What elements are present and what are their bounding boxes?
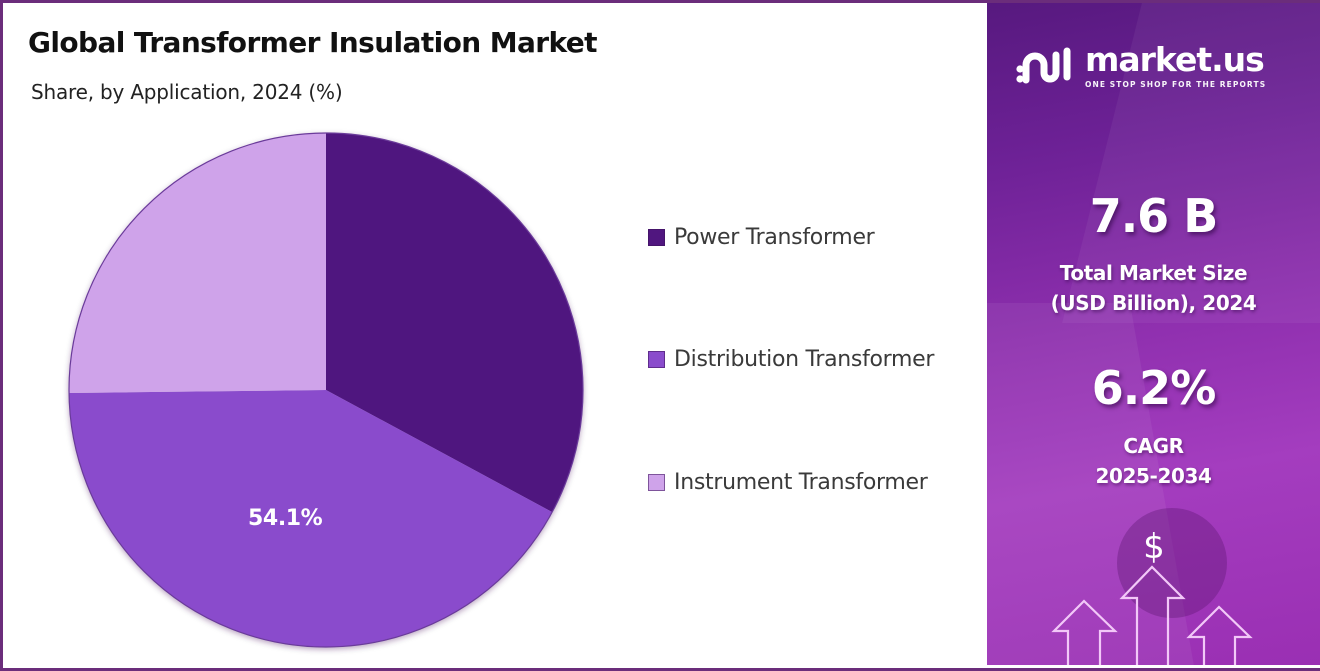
- legend-item-distribution-transformer[interactable]: Distribution Transformer: [648, 347, 934, 372]
- arrow-up-icon: [1051, 599, 1118, 665]
- brand-tagline: ONE STOP SHOP FOR THE REPORTS: [1085, 80, 1267, 89]
- cagr-label-line2: 2025-2034: [1095, 464, 1212, 488]
- legend-swatch-icon: [648, 229, 665, 246]
- legend-swatch-icon: [648, 474, 665, 491]
- arrow-up-icon: [1186, 605, 1253, 665]
- legend-swatch-icon: [648, 351, 665, 368]
- legend-label: Power Transformer: [674, 225, 875, 250]
- market-size-value: 7.6 B: [1089, 189, 1219, 243]
- growth-arrows-illustration: $: [1051, 527, 1253, 665]
- legend-label: Distribution Transformer: [674, 347, 935, 372]
- legend-item-instrument-transformer[interactable]: Instrument Transformer: [648, 470, 928, 495]
- brand-logo[interactable]: market.us ONE STOP SHOP FOR THE REPORTS: [1015, 43, 1266, 89]
- pie-slice-label-distribution: 54.1%: [248, 506, 323, 531]
- market-size-label-line2: (USD Billion), 2024: [1050, 291, 1257, 315]
- pie-svg: [68, 132, 584, 648]
- legend-label: Instrument Transformer: [674, 470, 928, 495]
- market-size-label-line1: Total Market Size: [1059, 261, 1248, 285]
- cagr-value: 6.2%: [1091, 361, 1217, 415]
- stats-panel: market.us ONE STOP SHOP FOR THE REPORTS …: [987, 3, 1320, 665]
- market-us-logo-icon: [1016, 47, 1071, 84]
- chart-subtitle: Share, by Application, 2024 (%): [31, 80, 343, 104]
- pie-chart: 54.1%: [68, 132, 584, 648]
- pie-slice-distribution-transformer[interactable]: [69, 390, 552, 647]
- arrow-up-icon: [1119, 565, 1186, 665]
- brand-name: market.us: [1085, 40, 1265, 79]
- pie-slice-instrument-transformer[interactable]: [68, 132, 327, 393]
- legend-item-power-transformer[interactable]: Power Transformer: [648, 225, 875, 250]
- dollar-icon: $: [1143, 527, 1165, 567]
- cagr-label-line1: CAGR: [1123, 434, 1184, 458]
- coin-shape: [1117, 508, 1227, 618]
- chart-title: Global Transformer Insulation Market: [28, 26, 598, 59]
- pie-slice-power-transformer[interactable]: [326, 133, 583, 512]
- chart-panel: Global Transformer Insulation Market Sha…: [28, 26, 934, 648]
